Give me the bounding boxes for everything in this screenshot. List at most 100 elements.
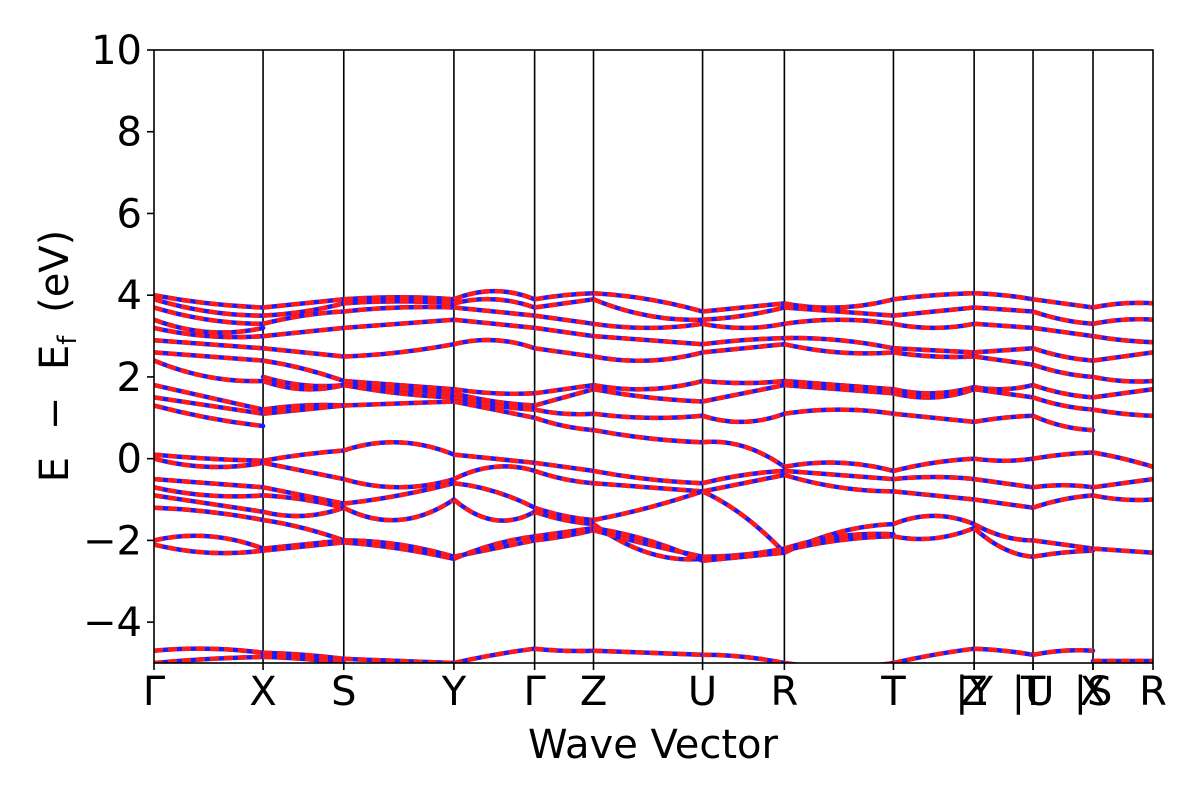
band-line-spin-down [452, 497, 536, 523]
band-line-spin-up [782, 378, 896, 392]
band-line-spin-down [702, 335, 785, 347]
band-line-spin-down [592, 522, 703, 562]
band-line-spin-down [972, 526, 1034, 559]
band-line-spin-down [154, 505, 264, 523]
band-line-spin-down [343, 382, 455, 396]
band-line-spin-down [1092, 300, 1153, 310]
band-line-spin-down [1092, 386, 1153, 400]
band-line-spin-down [892, 387, 975, 400]
kpoint-label: X [249, 669, 276, 715]
band-line-spin-down [343, 295, 455, 302]
kpoint-label: T [880, 669, 906, 715]
band-line-spin-down [783, 460, 894, 474]
band-line-spin-down [702, 546, 785, 559]
band-line-spin-down [593, 378, 704, 392]
band-line-spin-down [343, 299, 455, 306]
band-line-spin-up [782, 335, 896, 351]
band-line-spin-down [262, 517, 345, 543]
band-line-spin-down [1092, 333, 1153, 345]
band-line-spin-down [1032, 382, 1094, 400]
band-line-spin-down [262, 297, 345, 310]
band-line-spin-down [973, 476, 1034, 490]
kpoint-label: Y [441, 669, 467, 715]
y-tick-label: −4 [83, 600, 142, 646]
band-line-spin-down [262, 403, 345, 416]
band-line-spin-down [893, 489, 975, 502]
band-line-spin-down [343, 481, 455, 506]
band-line-spin-down [154, 456, 264, 470]
band-line-spin-down [893, 411, 975, 425]
band-line-spin-down [892, 526, 975, 542]
band-line-spin-down [1032, 647, 1094, 658]
y-axis-title-e: E [32, 457, 78, 482]
kpoint-label: S [331, 669, 356, 715]
band-line-spin-down [534, 382, 594, 396]
y-axis-title: E − Ef (eV) [32, 230, 86, 483]
band-line-spin-down [154, 542, 264, 556]
band-line-spin-down [1032, 413, 1094, 433]
band-line-spin-down [702, 301, 785, 314]
band-line-spin-down [154, 292, 264, 310]
band-line-spin-down [533, 415, 594, 433]
band-line-spin-down [892, 646, 975, 663]
kpoint-label: Z [960, 669, 987, 715]
band-line-spin-down [262, 540, 345, 553]
band-line-spin-down [893, 290, 975, 302]
band-line-spin-down [593, 386, 703, 404]
kpoint-label: U [688, 669, 717, 715]
band-line-spin-down [1092, 407, 1153, 419]
band-line-spin-down [343, 378, 455, 392]
band-line-spin-down [973, 346, 1034, 355]
kpoint-label: Γ [523, 669, 546, 715]
band-line-spin-down [154, 403, 264, 429]
band-line-spin-down [154, 395, 264, 416]
band-line-spin-down [973, 413, 1034, 425]
band-line-spin-up [154, 337, 266, 351]
band-line-spin-down [702, 468, 785, 486]
band-line-spin-down [592, 297, 703, 323]
band-line-spin-down [783, 531, 894, 551]
y-tick-label: 6 [117, 191, 142, 237]
band-line-spin-down [154, 485, 264, 499]
band-line-spin-down [973, 386, 1034, 400]
band-line-spin-up [591, 480, 705, 494]
band-line-spin-down [1092, 374, 1153, 384]
band-line-spin-down [702, 321, 785, 331]
y-tick-label: 4 [117, 273, 142, 319]
band-line-spin-down [1032, 309, 1094, 327]
band-line-spin-down [1092, 350, 1153, 363]
band-line-spin-down [154, 325, 264, 340]
band-line-spin-down [534, 525, 594, 539]
band-line-spin-down [973, 456, 1034, 463]
y-axis-title-sub: f [53, 335, 83, 345]
band-line-spin-down [593, 525, 704, 563]
band-line-spin-down [154, 493, 264, 515]
band-line-spin-down [452, 464, 536, 482]
band-line-spin-down [702, 382, 785, 404]
band-line-spin-down [343, 382, 454, 400]
band-line-spin-down [593, 350, 704, 363]
band-line-spin-down [262, 485, 345, 506]
band-line-spin-down [701, 489, 787, 555]
band-line-spin-down [154, 533, 264, 551]
band-line-spin-down [453, 534, 535, 561]
kpoint-label: |S [1074, 669, 1113, 715]
band-line-spin-down [1032, 538, 1094, 551]
band-line-spin-down [974, 290, 1034, 302]
band-line-spin-down [453, 386, 535, 397]
band-line-spin-down [262, 358, 345, 384]
band-line-spin-up [154, 646, 266, 656]
energy-bands [154, 288, 1153, 663]
band-line-spin-down [533, 468, 594, 486]
band-line-spin-down [1032, 483, 1094, 490]
band-line-spin-up [891, 474, 977, 482]
band-line-spin-down [533, 509, 594, 527]
band-line-spin-down [534, 646, 594, 654]
band-line-spin-down [1092, 316, 1153, 327]
x-axis-title: Wave Vector [528, 722, 779, 768]
band-line-spin-down [453, 395, 535, 412]
band-line-spin-down [534, 313, 594, 327]
band-line-spin-down [262, 309, 344, 326]
band-line-spin-up [700, 378, 787, 386]
band-line-spin-down [783, 342, 894, 356]
